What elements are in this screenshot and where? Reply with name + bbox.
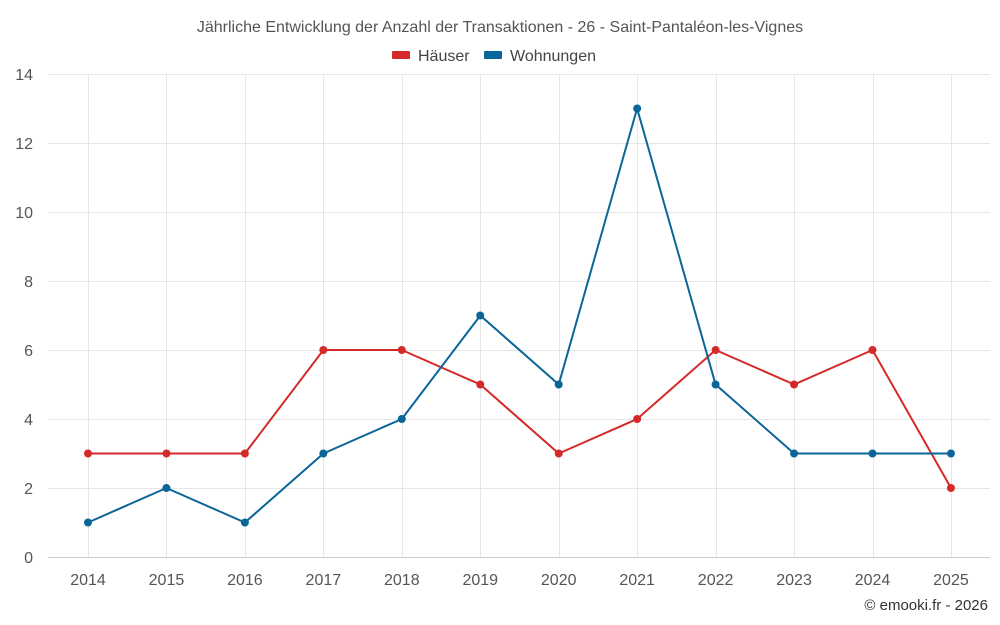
data-point-wohnungen bbox=[633, 104, 642, 113]
legend: Häuser Wohnungen bbox=[392, 48, 596, 65]
legend-label-wohnungen: Wohnungen bbox=[510, 48, 596, 65]
x-tick-label: 2014 bbox=[70, 572, 106, 589]
y-tick-label: 6 bbox=[24, 343, 33, 360]
legend-item-haeuser: Häuser bbox=[392, 48, 470, 65]
data-point-wohnungen bbox=[946, 449, 955, 458]
series-layer bbox=[84, 104, 955, 527]
y-tick-label: 4 bbox=[24, 412, 33, 429]
series-haeuser bbox=[84, 346, 955, 492]
y-axis-ticks: 0 2 4 6 8 10 12 14 bbox=[15, 67, 33, 567]
legend-swatch-wohnungen bbox=[484, 51, 502, 59]
x-gridlines bbox=[88, 74, 952, 557]
x-tick-label: 2019 bbox=[462, 572, 498, 589]
data-point-haeuser bbox=[790, 380, 799, 389]
series-wohnungen bbox=[84, 104, 955, 527]
data-point-haeuser bbox=[319, 346, 328, 354]
data-point-wohnungen bbox=[476, 311, 485, 320]
data-point-haeuser bbox=[633, 415, 642, 423]
data-point-haeuser bbox=[397, 346, 406, 354]
data-point-wohnungen bbox=[711, 380, 720, 389]
y-tick-label: 8 bbox=[24, 274, 33, 291]
x-tick-label: 2025 bbox=[933, 572, 969, 589]
data-point-haeuser bbox=[476, 380, 485, 389]
data-point-haeuser bbox=[84, 449, 92, 458]
y-gridlines bbox=[48, 74, 990, 489]
series-line-wohnungen bbox=[87, 107, 951, 524]
y-tick-label: 10 bbox=[15, 205, 33, 222]
data-point-haeuser bbox=[868, 346, 877, 354]
data-point-wohnungen bbox=[84, 518, 92, 527]
data-point-haeuser bbox=[162, 449, 171, 458]
legend-item-wohnungen: Wohnungen bbox=[484, 48, 596, 65]
data-point-haeuser bbox=[240, 449, 249, 458]
series-line-haeuser bbox=[88, 349, 952, 489]
x-axis-ticks: 2014 2015 2016 2017 2018 2019 2020 2021 2022 2023… bbox=[70, 572, 969, 589]
x-tick-label: 2017 bbox=[306, 572, 342, 589]
data-point-wohnungen bbox=[240, 518, 249, 527]
y-tick-label: 2 bbox=[24, 481, 33, 498]
x-tick-label: 2015 bbox=[149, 572, 185, 589]
chart-title: Jährliche Entwicklung der Anzahl der Tra… bbox=[197, 19, 803, 36]
data-point-haeuser bbox=[946, 484, 955, 492]
data-point-wohnungen bbox=[319, 449, 328, 458]
x-tick-label: 2024 bbox=[855, 572, 891, 589]
y-tick-label: 12 bbox=[15, 136, 33, 153]
x-tick-label: 2018 bbox=[384, 572, 420, 589]
data-point-haeuser bbox=[554, 449, 563, 458]
credit-text: © emooki.fr - 2026 bbox=[864, 597, 988, 614]
data-point-wohnungen bbox=[554, 380, 563, 389]
y-tick-label: 0 bbox=[24, 550, 33, 567]
x-tick-label: 2023 bbox=[776, 572, 812, 589]
data-point-wohnungen bbox=[790, 449, 799, 458]
x-tick-label: 2022 bbox=[698, 572, 734, 589]
x-tick-label: 2021 bbox=[619, 572, 655, 589]
data-point-haeuser bbox=[711, 346, 720, 354]
data-point-wohnungen bbox=[868, 449, 877, 458]
y-tick-label: 14 bbox=[15, 67, 33, 84]
x-tick-label: 2016 bbox=[227, 572, 263, 589]
legend-label-haeuser: Häuser bbox=[418, 48, 470, 65]
data-point-wohnungen bbox=[162, 484, 171, 492]
data-point-wohnungen bbox=[397, 415, 406, 423]
x-tick-label: 2020 bbox=[541, 572, 577, 589]
legend-swatch-haeuser bbox=[392, 51, 410, 59]
